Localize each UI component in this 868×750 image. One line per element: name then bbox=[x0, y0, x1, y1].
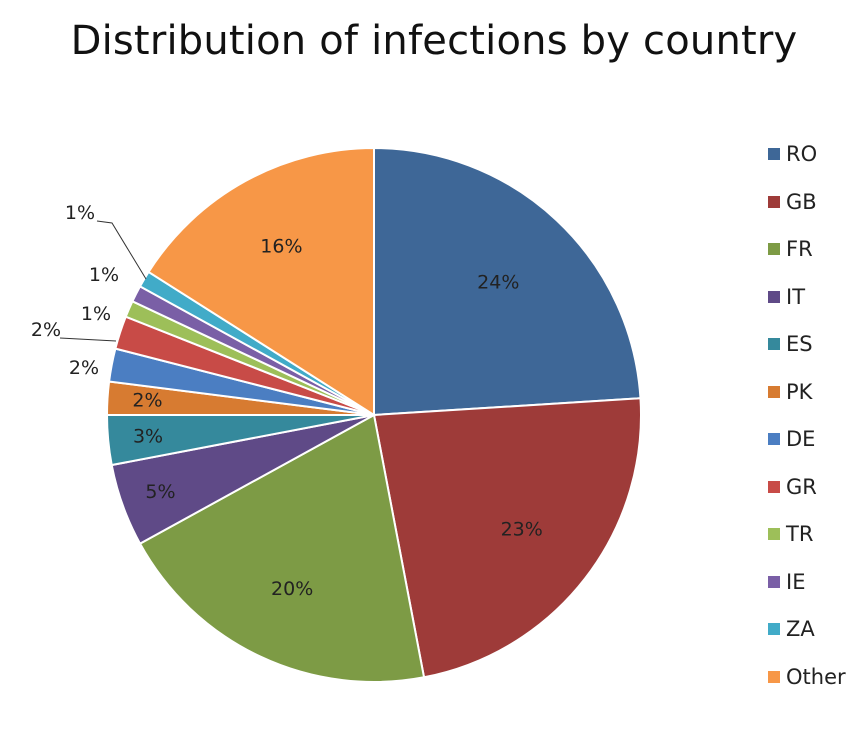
legend-label: IT bbox=[786, 284, 806, 309]
legend-swatch bbox=[768, 670, 780, 683]
legend-item-ie: IE bbox=[768, 570, 863, 594]
legend-item-pk: PK bbox=[768, 380, 863, 404]
legend-item-fr: FR bbox=[768, 237, 863, 261]
pie-slice-gb bbox=[372, 397, 642, 679]
data-label-fr: 20% bbox=[271, 578, 313, 600]
data-label-de: 2% bbox=[69, 357, 99, 379]
legend-label: DE bbox=[786, 427, 816, 451]
legend-swatch bbox=[768, 243, 780, 255]
legend-label: GB bbox=[786, 189, 817, 214]
legend-label: FR bbox=[786, 237, 813, 261]
legend-swatch bbox=[768, 385, 780, 398]
legend-label: IE bbox=[786, 569, 806, 594]
data-label-gb: 23% bbox=[501, 519, 543, 541]
legend-swatch bbox=[768, 575, 780, 588]
legend-swatch bbox=[768, 290, 780, 303]
pie-slice-other bbox=[147, 146, 375, 417]
legend-swatch bbox=[768, 148, 780, 160]
data-label-tr: 1% bbox=[81, 303, 111, 325]
data-label-other: 16% bbox=[260, 236, 302, 258]
legend-label: GR bbox=[786, 474, 817, 499]
pie-slice-fr bbox=[138, 413, 426, 683]
legend-item-tr: TR bbox=[768, 522, 863, 546]
legend-item-gr: GR bbox=[768, 475, 863, 499]
legend-item-gb: GB bbox=[768, 190, 863, 214]
legend-item-it: IT bbox=[768, 285, 863, 309]
leader-line-za bbox=[96, 220, 147, 280]
legend-swatch bbox=[768, 195, 780, 208]
pie-slice-ro bbox=[373, 146, 642, 417]
legend-swatch bbox=[768, 480, 780, 493]
legend-label: PK bbox=[786, 379, 813, 404]
legend-label: Other bbox=[786, 664, 846, 689]
legend-label: TR bbox=[786, 522, 814, 546]
data-label-gr: 2% bbox=[31, 319, 61, 341]
legend-swatch bbox=[768, 433, 780, 445]
data-label-es: 3% bbox=[133, 425, 163, 447]
legend-swatch bbox=[768, 338, 780, 350]
data-label-pk: 2% bbox=[132, 390, 162, 412]
legend-item-ro: RO bbox=[768, 142, 863, 166]
legend-label: RO bbox=[786, 142, 818, 166]
data-label-it: 5% bbox=[145, 481, 175, 503]
data-label-za: 1% bbox=[65, 202, 95, 224]
leader-line-gr bbox=[59, 337, 117, 342]
legend-label: ES bbox=[786, 332, 813, 356]
data-label-ro: 24% bbox=[477, 272, 519, 294]
chart-title: Distribution of infections by country bbox=[70, 18, 798, 64]
legend-item-za: ZA bbox=[768, 617, 863, 641]
legend-label: ZA bbox=[786, 617, 815, 641]
legend-swatch bbox=[768, 623, 780, 635]
legend-swatch bbox=[768, 528, 780, 540]
data-label-ie: 1% bbox=[89, 264, 119, 286]
legend-item-de: DE bbox=[768, 427, 863, 451]
legend-item-other: Other bbox=[768, 665, 863, 689]
legend-item-es: ES bbox=[768, 332, 863, 356]
